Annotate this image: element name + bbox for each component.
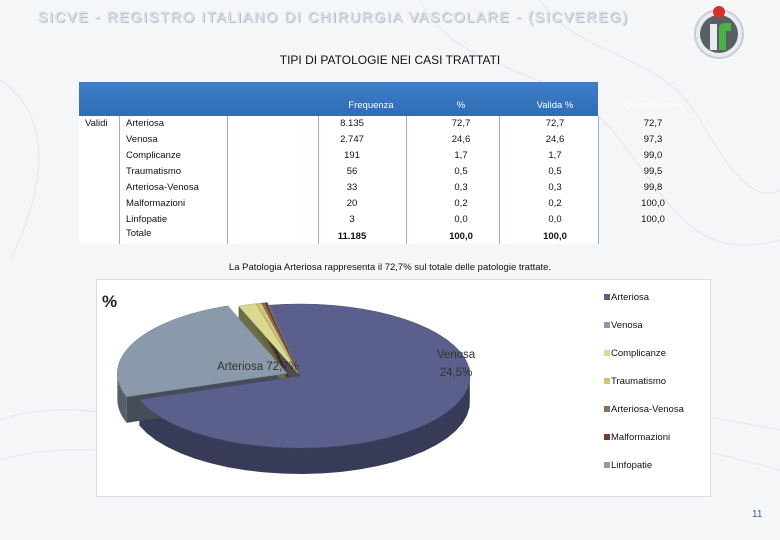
cell-percent: 0,2 bbox=[454, 198, 468, 209]
cell-cumulative-percent: 100,0 bbox=[641, 214, 665, 225]
row-label: Linfopatie bbox=[126, 214, 168, 225]
legend-swatch bbox=[604, 294, 610, 301]
legend-swatch bbox=[604, 462, 610, 469]
cell-percent: 72,7 bbox=[451, 118, 471, 129]
header-title: SICVE - REGISTRO ITALIANO DI CHIRURGIA V… bbox=[38, 10, 629, 26]
summary-note: La Patologia Arteriosa rappresenta il 72… bbox=[228, 262, 552, 273]
cell-frequency: 33 bbox=[346, 182, 358, 193]
legend-item: Arteriosa bbox=[604, 292, 649, 303]
cell-percent: 1,7 bbox=[454, 150, 468, 161]
column-divider bbox=[318, 116, 319, 244]
row-label: Complicanze bbox=[126, 150, 181, 161]
row-label: Arteriosa-Venosa bbox=[126, 182, 199, 193]
cell-total-percent: 100,0 bbox=[449, 231, 473, 242]
legend-swatch bbox=[604, 406, 610, 413]
cell-percent: 0,5 bbox=[454, 166, 468, 177]
cell-percent: 24,6 bbox=[451, 134, 471, 145]
legend-swatch bbox=[604, 322, 610, 329]
cell-cumulative-percent: 72,7 bbox=[643, 118, 663, 129]
cell-frequency: 56 bbox=[346, 166, 358, 177]
cell-valid-percent: 72,7 bbox=[545, 118, 565, 129]
cell-frequency: 2.747 bbox=[340, 134, 364, 145]
legend-label: Arteriosa bbox=[611, 292, 650, 303]
cell-frequency: 20 bbox=[346, 198, 358, 209]
frequency-table: Frequenza % Valida % Cumulativa % Validi… bbox=[79, 82, 682, 244]
cell-cumulative-percent: 100,0 bbox=[641, 198, 665, 209]
column-header-percent: % bbox=[456, 100, 466, 111]
legend-label: Traumatismo bbox=[611, 376, 667, 387]
cell-percent: 0,0 bbox=[454, 214, 468, 225]
cell-cumulative-percent: 97,3 bbox=[643, 134, 663, 145]
cell-valid-percent: 24,6 bbox=[545, 134, 565, 145]
cell-frequency: 8.135 bbox=[340, 118, 364, 129]
legend-item: Linfopatie bbox=[604, 460, 652, 471]
cell-percent: 0,3 bbox=[454, 182, 468, 193]
data-label-venosa: Venosa 24,5% bbox=[436, 349, 476, 379]
legend-label: Complicanze bbox=[611, 348, 666, 359]
row-label: Malformazioni bbox=[126, 198, 186, 209]
column-divider bbox=[406, 116, 407, 244]
cell-frequency: 3 bbox=[349, 214, 355, 225]
legend-item: Complicanze bbox=[604, 348, 666, 359]
legend-label: Linfopatie bbox=[611, 460, 653, 471]
cell-valid-percent: 0,2 bbox=[548, 198, 562, 209]
cell-valid-percent: 0,5 bbox=[548, 166, 562, 177]
chart-title: % bbox=[102, 292, 118, 311]
cell-total-valid-percent: 100,0 bbox=[543, 231, 567, 242]
cell-cumulative-percent: 99,0 bbox=[643, 150, 663, 161]
legend-item: Venosa bbox=[604, 320, 643, 331]
registry-logo bbox=[694, 6, 744, 59]
table-header-band bbox=[79, 82, 598, 116]
table-body bbox=[79, 116, 598, 244]
cell-valid-percent: 0,0 bbox=[548, 214, 562, 225]
legend-swatch bbox=[604, 350, 610, 357]
page-number: 11 bbox=[752, 509, 763, 520]
column-header-frequenza: Frequenza bbox=[348, 100, 394, 111]
cell-frequency: 191 bbox=[344, 150, 360, 161]
column-header-valid: Valida % bbox=[536, 100, 574, 111]
row-label: Arteriosa bbox=[126, 118, 165, 129]
column-divider bbox=[598, 116, 599, 244]
page-subtitle: TIPI DI PATOLOGIE NEI CASI TRATTATI bbox=[279, 53, 501, 67]
column-divider bbox=[499, 116, 500, 244]
row-label: Venosa bbox=[126, 134, 158, 145]
legend-label: Venosa bbox=[611, 320, 643, 331]
cell-cumulative-percent: 99,8 bbox=[643, 182, 663, 193]
cell-valid-percent: 1,7 bbox=[548, 150, 562, 161]
cell-valid-percent: 0,3 bbox=[548, 182, 562, 193]
column-divider bbox=[227, 116, 228, 244]
legend-swatch bbox=[604, 434, 610, 441]
legend-swatch bbox=[604, 378, 610, 385]
data-label-arteriosa: Arteriosa 72,7% bbox=[217, 361, 299, 373]
row-label-total: Totale bbox=[126, 228, 152, 239]
legend-item: Arteriosa-Venosa bbox=[604, 404, 684, 415]
row-group-label: Validi bbox=[85, 118, 108, 129]
legend-label: Malformazioni bbox=[611, 432, 671, 443]
legend-label: Arteriosa-Venosa bbox=[611, 404, 684, 415]
cell-cumulative-percent: 99,5 bbox=[643, 166, 663, 177]
column-header-cumulative: Cumulativa % bbox=[623, 100, 683, 111]
legend-item: Traumatismo bbox=[604, 376, 666, 387]
legend-item: Malformazioni bbox=[604, 432, 670, 443]
column-divider bbox=[119, 116, 120, 244]
row-label: Traumatismo bbox=[126, 166, 182, 177]
cell-total-frequency: 11.185 bbox=[337, 231, 367, 242]
